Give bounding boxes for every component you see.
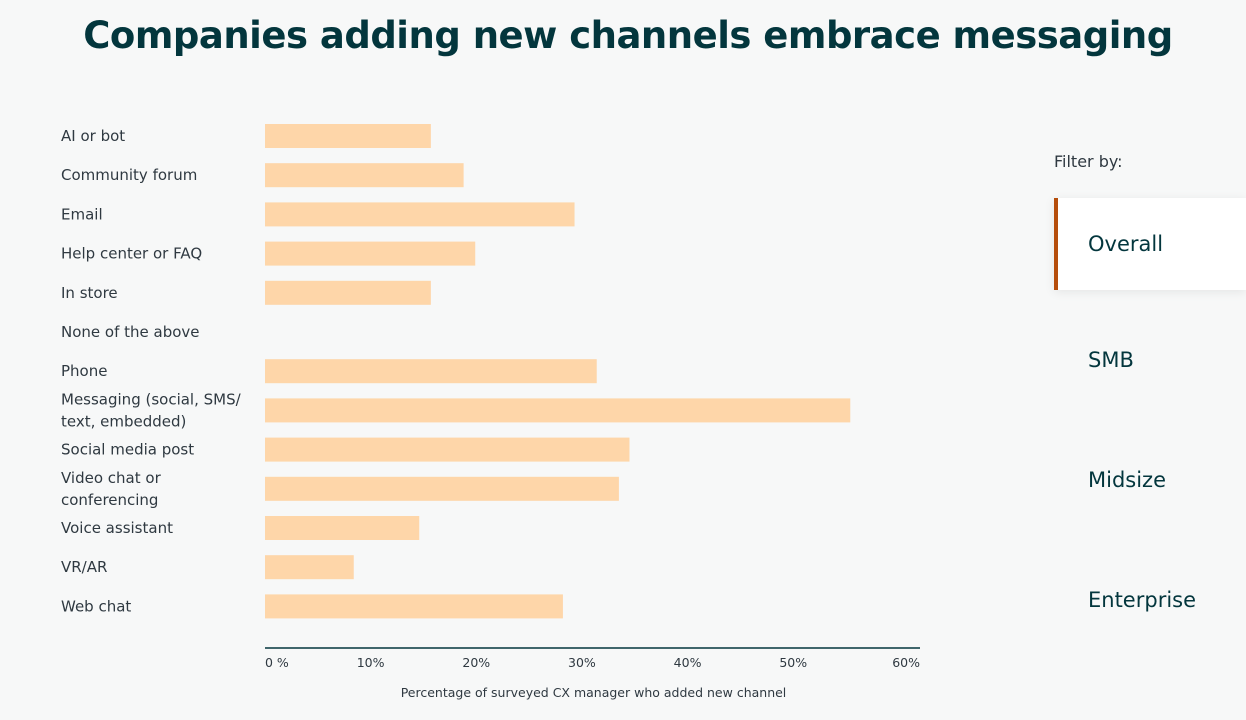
category-label: Video chat or conferencing: [61, 469, 162, 509]
x-tick-label: 20%: [462, 655, 490, 670]
category-label: None of the above: [61, 323, 200, 341]
category-label: Community forum: [61, 166, 197, 184]
x-tick-label: 50%: [779, 655, 807, 670]
x-tick-label: 40%: [674, 655, 702, 670]
category-label: Web chat: [61, 597, 131, 615]
category-label: Help center or FAQ: [61, 245, 202, 263]
bar-chart: AI or bot Community forum Email Help center…: [61, 124, 920, 700]
x-axis-title: Percentage of surveyed CX manager who ad…: [401, 685, 787, 700]
category-label: Voice assistant: [61, 519, 173, 537]
bar: [265, 124, 431, 148]
bar: [265, 555, 354, 580]
bar: [265, 241, 476, 266]
bar: [265, 437, 630, 462]
category-label: Phone: [61, 362, 107, 380]
chart-title: Companies adding new channels embrace me…: [83, 14, 1173, 57]
filter-option-enterprise[interactable]: Enterprise: [1088, 588, 1197, 612]
bar: [265, 359, 597, 384]
bar: [265, 398, 851, 423]
category-label: Email: [61, 205, 103, 223]
filter-option-midsize[interactable]: Midsize: [1088, 468, 1167, 492]
bar: [265, 163, 464, 188]
x-tick-label: 0 %: [265, 655, 289, 670]
filter-option-smb[interactable]: SMB: [1088, 348, 1134, 372]
category-label: Social media post: [61, 441, 194, 459]
category-label: Messaging (social, SMS/text, embedded): [61, 390, 242, 430]
filter-option-overall[interactable]: Overall: [1054, 198, 1246, 290]
filter-heading: Filter by:: [1054, 152, 1123, 171]
category-label: VR/AR: [61, 558, 107, 576]
x-tick-label: 10%: [357, 655, 385, 670]
bar: [265, 202, 575, 227]
bar: [265, 476, 619, 501]
x-tick-label: 30%: [568, 655, 596, 670]
bar: [265, 594, 563, 619]
category-label: AI or bot: [61, 127, 125, 145]
bar: [265, 280, 431, 305]
x-tick-label: 60%: [892, 655, 920, 670]
category-label: In store: [61, 284, 118, 302]
bar: [265, 516, 420, 540]
